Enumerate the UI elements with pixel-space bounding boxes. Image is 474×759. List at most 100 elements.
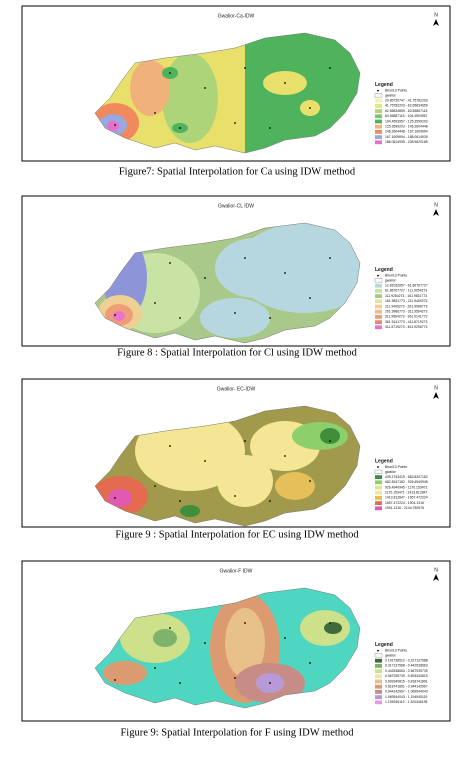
sample-point — [269, 682, 271, 684]
legend-swatch — [375, 283, 382, 288]
sample-point — [284, 272, 286, 274]
legend-label: gwalior — [385, 470, 397, 474]
legend-label: 146.2604448 - 167.1609694 — [385, 130, 428, 134]
legend-title: Legend — [375, 267, 393, 273]
map-title: Gwalior-F IDW — [220, 568, 253, 574]
legend-swatch — [375, 485, 382, 490]
sample-point — [114, 314, 116, 316]
sample-point — [269, 127, 271, 129]
legend-label: 188.0614939 - 208.9620185 — [385, 140, 428, 144]
sample-point — [179, 500, 181, 502]
legend-label: 0.567939739 - 0.693340815 — [385, 674, 428, 678]
legend-swatch — [375, 109, 382, 113]
legend-swatch — [375, 309, 382, 314]
legend-swatch — [375, 658, 382, 663]
legend-label: 1901.1316 - 2144.790976 — [385, 506, 424, 510]
legend-label: 111.9254273 - 161.9831773 — [385, 294, 427, 298]
legend-label: 439.1753419 - 682.8347182 — [385, 475, 428, 479]
legend-swatch — [375, 124, 382, 129]
legend-label: 1413.812847 - 1657.472224 — [385, 496, 428, 500]
sample-point — [269, 500, 271, 502]
zone — [103, 661, 147, 685]
legend-swatch — [375, 679, 382, 684]
legend-swatch — [375, 304, 382, 309]
legend-label: gwalior — [385, 278, 397, 282]
zone — [130, 60, 170, 116]
sample-point — [114, 124, 116, 126]
legend-point — [377, 89, 379, 92]
legend-label: 261.9986773 - 311.9564273 — [385, 309, 427, 313]
sample-point — [284, 455, 286, 457]
figure-caption: Figure 9 : Spatial Interpolation for EC … — [115, 529, 359, 540]
legend-label: 0.818741891 - 0.944142967 — [385, 684, 428, 688]
legend-label: 61.86767727 - 111.9254273 — [385, 289, 427, 293]
legend-label: Bhuri13 Points — [385, 88, 407, 92]
legend-label: 0.693340815 - 0.818741891 — [385, 679, 428, 683]
legend-label: 104.4593957 - 125.3599203 — [385, 119, 428, 123]
legend-swatch — [375, 480, 382, 485]
sample-point — [179, 317, 181, 319]
legend-title: Legend — [375, 82, 393, 88]
sample-point — [244, 622, 246, 624]
legend-swatch — [375, 119, 382, 124]
legend-label: 12.81032657 - 61.86767727 — [385, 283, 428, 287]
legend-swatch — [374, 469, 383, 474]
legend-title: Legend — [375, 458, 393, 464]
sample-point — [154, 302, 156, 304]
sample-point — [234, 677, 236, 679]
legend-swatch — [375, 320, 382, 324]
zone — [153, 629, 177, 647]
sample-point — [154, 667, 156, 669]
legend-label: gwalior — [385, 653, 397, 657]
north-arrow — [433, 392, 439, 399]
map-title: Gwalior-Ca-IDW — [218, 13, 255, 19]
north-label: N — [434, 12, 438, 18]
figure-caption: Figure 9: Spatial Interpolation for F us… — [120, 727, 354, 738]
sample-point — [204, 460, 206, 462]
legend-swatch — [375, 299, 382, 304]
north-arrow — [433, 19, 439, 26]
legend-swatch — [375, 674, 382, 679]
sample-point — [204, 277, 206, 279]
legend-swatch — [375, 98, 382, 103]
map-fill — [95, 223, 360, 343]
zone — [217, 455, 273, 507]
map-title: Gwalior-CL IDW — [218, 203, 254, 209]
legend-swatch — [375, 700, 382, 705]
legend-swatch — [375, 669, 382, 673]
district-outline — [94, 405, 361, 527]
zone — [108, 489, 132, 507]
legend-label: 125.3599203 - 146.2604448 — [385, 124, 428, 128]
legend-label: 1.194945119 - 1.320346195 — [385, 700, 427, 704]
legend-label: Bhuri13 Points — [385, 648, 407, 652]
zone — [320, 428, 340, 444]
sample-point — [114, 497, 116, 499]
zone — [162, 53, 218, 143]
legend-label: 41.75782203 - 62.65834659 — [385, 104, 428, 108]
sample-point — [114, 679, 116, 681]
legend-swatch — [375, 140, 382, 145]
legend-point — [377, 274, 379, 277]
legend-label: 20.85730747 - 41.75782203 — [385, 98, 428, 102]
district-outline — [94, 32, 361, 154]
legend-swatch — [374, 93, 383, 98]
legend-label: Bhuri13 Points — [385, 273, 407, 277]
sample-point — [309, 107, 311, 109]
sample-point — [204, 87, 206, 89]
district-outline — [94, 222, 361, 344]
legend-label: 361.9141773 - 411.8719273 — [385, 320, 427, 324]
sample-point — [309, 480, 311, 482]
sample-point — [179, 127, 181, 129]
sample-point — [309, 297, 311, 299]
legend-label: 167.1609694 - 188.0614939 — [385, 135, 428, 139]
legend-label: 0.191736512 - 0.317137588 — [385, 658, 428, 662]
legend-label: 161.9831773 - 211.9409273 — [385, 299, 427, 303]
sample-point — [244, 257, 246, 259]
sample-point — [154, 485, 156, 487]
legend-swatch — [374, 653, 383, 658]
north-label: N — [434, 567, 438, 573]
figure-caption: Figure 8 : Spatial Interpolation for Cl … — [117, 347, 358, 358]
